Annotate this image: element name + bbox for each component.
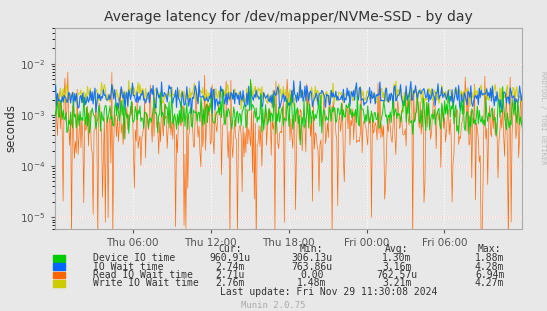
Text: 762.57u: 762.57u — [376, 270, 417, 280]
Text: 6.94m: 6.94m — [475, 270, 504, 280]
Text: 1.30m: 1.30m — [382, 253, 411, 263]
Y-axis label: seconds: seconds — [4, 104, 18, 152]
Text: Avg:: Avg: — [385, 244, 408, 254]
Text: 3.21m: 3.21m — [382, 278, 411, 288]
Text: 4.27m: 4.27m — [475, 278, 504, 288]
Text: 2.71u: 2.71u — [215, 270, 245, 280]
Text: 2.74m: 2.74m — [215, 262, 245, 272]
Text: Min:: Min: — [300, 244, 323, 254]
Text: 0.00: 0.00 — [300, 270, 323, 280]
Text: IO Wait time: IO Wait time — [93, 262, 164, 272]
Text: Max:: Max: — [478, 244, 501, 254]
Text: 763.86u: 763.86u — [291, 262, 333, 272]
Title: Average latency for /dev/mapper/NVMe-SSD - by day: Average latency for /dev/mapper/NVMe-SSD… — [104, 10, 473, 24]
Text: 4.28m: 4.28m — [475, 262, 504, 272]
Text: Write IO Wait time: Write IO Wait time — [93, 278, 199, 288]
Text: RRDTOOL / TOBI OETIKER: RRDTOOL / TOBI OETIKER — [540, 72, 546, 165]
Text: Last update: Fri Nov 29 11:30:08 2024: Last update: Fri Nov 29 11:30:08 2024 — [219, 287, 437, 297]
Text: Cur:: Cur: — [218, 244, 241, 254]
Text: Read IO Wait time: Read IO Wait time — [93, 270, 193, 280]
Text: 3.16m: 3.16m — [382, 262, 411, 272]
Text: 306.13u: 306.13u — [291, 253, 333, 263]
Text: Device IO time: Device IO time — [93, 253, 175, 263]
Text: 1.48m: 1.48m — [297, 278, 327, 288]
Text: 2.76m: 2.76m — [215, 278, 245, 288]
Text: 960.91u: 960.91u — [209, 253, 251, 263]
Text: 1.88m: 1.88m — [475, 253, 504, 263]
Text: Munin 2.0.75: Munin 2.0.75 — [241, 301, 306, 310]
